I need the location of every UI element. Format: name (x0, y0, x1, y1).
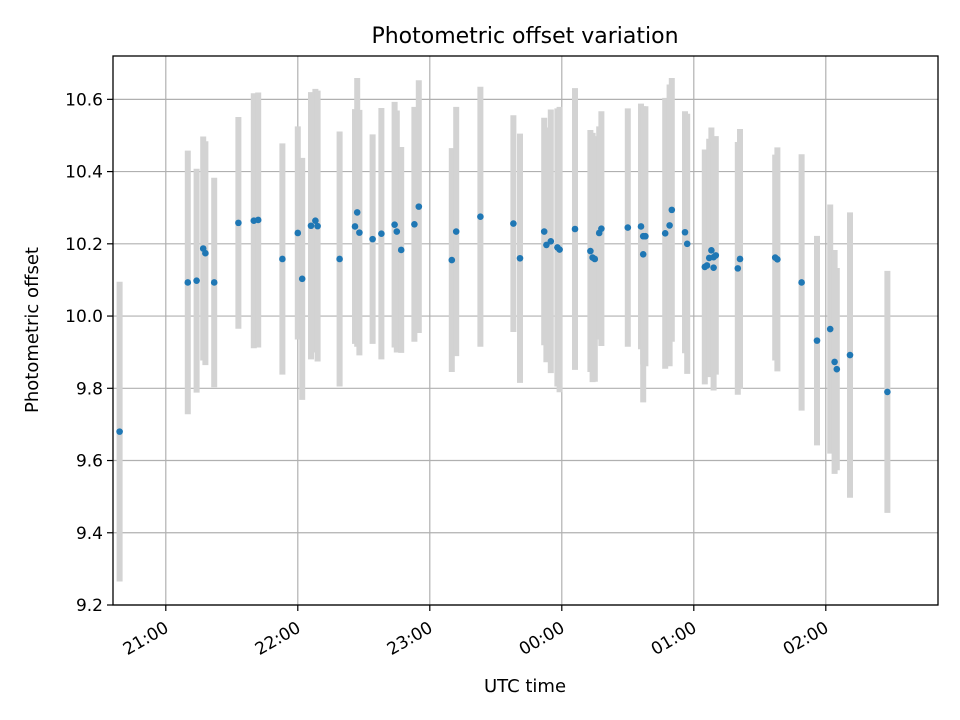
data-point (369, 235, 376, 243)
data-point (798, 279, 805, 286)
data-point (351, 223, 359, 230)
data-point (661, 230, 669, 237)
data-point (556, 246, 563, 253)
data-point (210, 279, 218, 286)
data-point (540, 228, 548, 235)
data-point (681, 228, 689, 236)
data-point (391, 221, 398, 228)
y-axis-label: Photometric offset (22, 247, 43, 413)
data-point (393, 228, 401, 235)
data-point (307, 222, 315, 230)
data-point (666, 222, 673, 229)
data-point (668, 206, 676, 214)
data-point (884, 388, 891, 396)
data-point (683, 240, 691, 248)
data-points (116, 203, 891, 435)
y-tick-label: 10.0 (65, 307, 103, 327)
data-point (452, 228, 460, 235)
data-point (712, 252, 720, 259)
x-axis-label: UTC time (484, 676, 566, 697)
data-point (477, 213, 484, 221)
data-point (397, 246, 405, 254)
data-point (336, 255, 343, 263)
data-point (736, 255, 744, 263)
data-point (543, 241, 550, 249)
data-point (356, 229, 363, 236)
data-point (516, 254, 524, 262)
data-point (587, 247, 594, 255)
y-tick-label: 10.4 (65, 163, 103, 183)
data-point (642, 232, 649, 240)
data-point (312, 217, 319, 224)
y-tick-label: 10.2 (65, 235, 103, 255)
data-point (598, 225, 605, 232)
data-point (314, 222, 321, 230)
data-point (448, 256, 456, 264)
data-point (591, 255, 599, 263)
data-point (734, 265, 742, 272)
data-point (411, 221, 418, 228)
data-point (235, 219, 242, 227)
data-point (254, 216, 262, 224)
data-point (703, 262, 711, 269)
data-point (831, 358, 838, 366)
data-point (378, 230, 385, 238)
data-point (708, 247, 715, 254)
data-point (116, 428, 123, 435)
y-tick-label: 9.2 (76, 596, 103, 616)
data-point (279, 255, 286, 263)
data-point (813, 337, 821, 344)
data-point (571, 225, 579, 233)
y-tick-label: 10.6 (65, 90, 103, 110)
y-tick-label: 9.6 (76, 452, 103, 472)
data-point (184, 279, 192, 286)
data-point (710, 264, 717, 271)
y-tick-label: 9.4 (76, 524, 103, 544)
data-point (826, 325, 834, 333)
y-axis: 9.2 9.4 9.6 9.8 10.0 10.2 10.4 10.6 (65, 90, 113, 616)
data-point (294, 229, 302, 237)
data-point (298, 275, 306, 283)
chart-title: Photometric offset variation (371, 24, 678, 49)
data-point (415, 203, 423, 210)
data-point (774, 256, 781, 263)
data-point (637, 223, 645, 230)
data-point (639, 250, 647, 258)
data-point (353, 209, 361, 216)
data-point (846, 351, 854, 359)
y-tick-label: 9.8 (76, 379, 103, 399)
plot-frame (112, 55, 939, 606)
data-point (624, 224, 632, 231)
data-point (202, 249, 209, 257)
data-point (833, 365, 841, 373)
data-point (547, 237, 555, 245)
data-point (193, 277, 200, 284)
data-point (510, 220, 517, 227)
